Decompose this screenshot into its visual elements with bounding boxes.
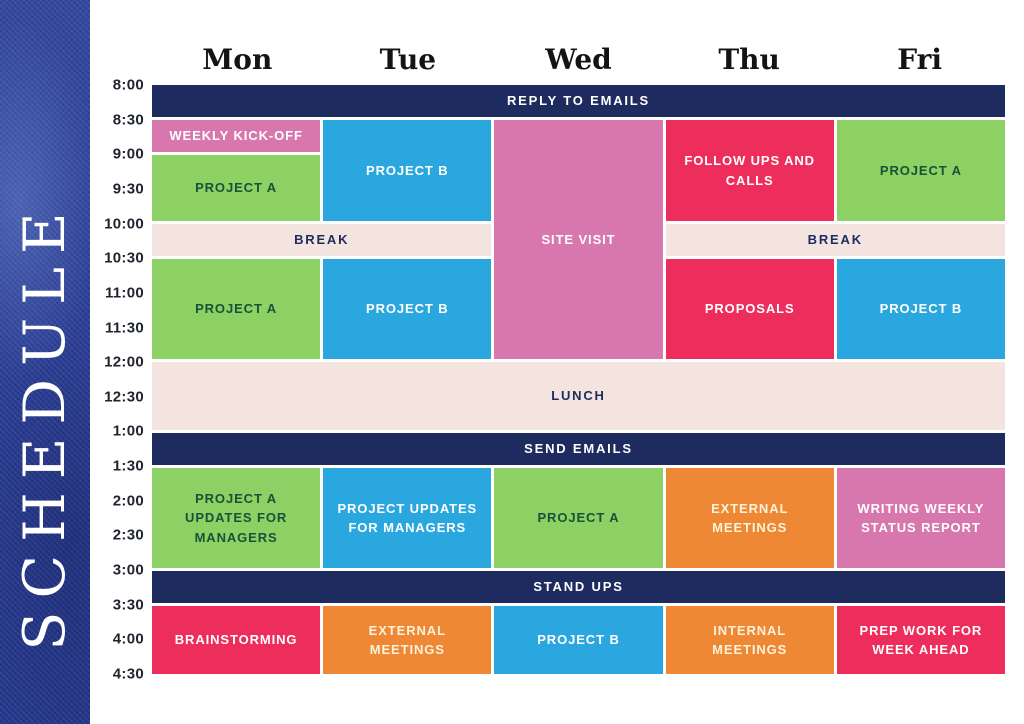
time-label-3-00: 3:00 [112, 561, 144, 579]
time-label-9-00: 9:00 [112, 145, 144, 163]
block-project-a: PROJECT A [836, 120, 1005, 221]
block-project-b: PROJECT B [323, 259, 492, 359]
band-break: BREAK [665, 224, 1005, 256]
time-label-3-30: 3:30 [112, 596, 144, 614]
time-label-2-30: 2:30 [112, 526, 144, 544]
block-project-b: PROJECT B [494, 606, 663, 674]
band-send-emails: SEND EMAILS [152, 433, 1005, 465]
time-label-9-30: 9:30 [112, 180, 144, 198]
time-label-1-30: 1:30 [112, 457, 144, 475]
time-column: 8:00 8:30 9:00 9:30 10:00 10:30 11:00 11:30 12:0… [90, 77, 148, 683]
time-label-2-00: 2:00 [112, 492, 144, 510]
page-title: SCHEDULE [12, 199, 78, 651]
time-label-12-30: 12:30 [104, 388, 144, 406]
block-project-b: PROJECT B [836, 259, 1005, 359]
block-follow-ups-and-calls: FOLLOW UPS AND CALLS [665, 120, 834, 221]
band-break: BREAK [152, 224, 492, 256]
block-external-meetings: EXTERNAL MEETINGS [665, 468, 834, 568]
block-project-a: PROJECT A [152, 155, 321, 221]
band-reply-to-emails: REPLY TO EMAILS [152, 85, 1005, 117]
band-lunch: LUNCH [152, 362, 1005, 430]
block-prep-work-for-week-ahead: PREP WORK FOR WEEK AHEAD [836, 606, 1005, 674]
block-project-a: PROJECT A [494, 468, 663, 568]
time-label-12-00: 12:00 [104, 353, 144, 371]
time-label-4-30: 4:30 [112, 665, 144, 683]
day-label-thu: Thu [718, 42, 780, 76]
day-label-fri: Fri [897, 42, 943, 76]
band-stand-ups: STAND UPS [152, 571, 1005, 603]
block-external-meetings: EXTERNAL MEETINGS [323, 606, 492, 674]
block-project-a-updates-for-managers: PROJECT A UPDATES FOR MANAGERS [152, 468, 321, 568]
block-writing-weekly-status-report: WRITING WEEKLY STATUS REPORT [836, 468, 1005, 568]
time-label-10-30: 10:30 [104, 249, 144, 267]
block-project-updates-for-managers: PROJECT UPDATES FOR MANAGERS [323, 468, 492, 568]
day-label-wed: Wed [545, 42, 612, 76]
block-project-a: PROJECT A [152, 259, 321, 359]
block-internal-meetings: INTERNAL MEETINGS [665, 606, 834, 674]
block-site-visit: SITE VISIT [494, 120, 663, 359]
block-brainstorming: BRAINSTORMING [152, 606, 321, 674]
time-label-10-00: 10:00 [104, 215, 144, 233]
time-label-1-00: 1:00 [112, 422, 144, 440]
block-project-b: PROJECT B [323, 120, 492, 221]
time-label-8-30: 8:30 [112, 111, 144, 129]
block-proposals: PROPOSALS [665, 259, 834, 359]
time-label-11-30: 11:30 [104, 319, 144, 337]
sidebar: SCHEDULE [0, 0, 90, 724]
time-label-11-00: 11:00 [104, 284, 144, 302]
time-label-4-00: 4:00 [112, 630, 144, 648]
day-label-mon: Mon [202, 42, 273, 76]
block-weekly-kick-off: WEEKLY KICK-OFF [152, 120, 321, 152]
day-label-tue: Tue [379, 42, 437, 76]
time-label-8-00: 8:00 [112, 76, 144, 94]
day-header-row: Mon Tue Wed Thu Fri [152, 38, 1005, 80]
